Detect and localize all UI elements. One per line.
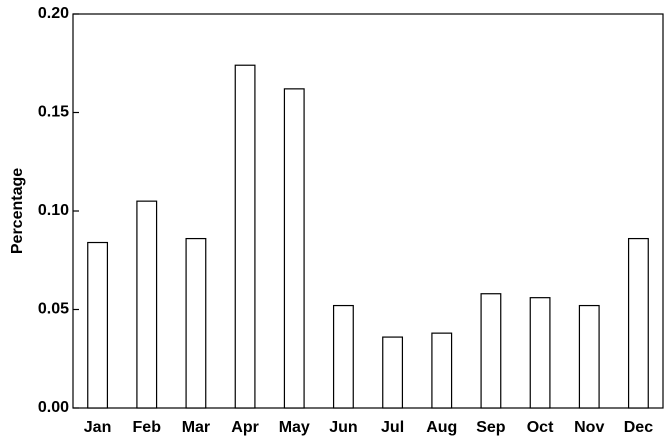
bar	[382, 336, 404, 409]
y-tick-label: 0.00	[38, 399, 69, 416]
bar	[87, 241, 109, 409]
x-tick-label: Mar	[182, 419, 210, 436]
bar	[480, 293, 502, 409]
bar	[185, 237, 207, 409]
x-tick-label: Dec	[624, 419, 653, 436]
bar	[578, 304, 600, 409]
y-axis-label: Percentage	[9, 168, 26, 254]
y-tick-label: 0.10	[38, 202, 69, 219]
plot-frame	[72, 13, 664, 409]
x-tick-label: Jun	[329, 419, 357, 436]
x-tick-label: Jan	[84, 419, 112, 436]
x-tick-label: Apr	[231, 419, 259, 436]
x-tick-label: Feb	[133, 419, 162, 436]
bar	[529, 297, 551, 409]
x-tick-label: May	[279, 419, 310, 436]
bar	[234, 64, 256, 409]
bar	[283, 88, 305, 409]
bar	[332, 304, 354, 409]
y-tick-label: 0.05	[38, 301, 69, 318]
y-tick-label: 0.15	[38, 104, 69, 121]
x-tick-label: Aug	[426, 419, 457, 436]
bar	[431, 332, 453, 409]
bar	[627, 237, 649, 409]
x-tick-label: Jul	[381, 419, 404, 436]
y-tick-label: 0.20	[38, 5, 69, 22]
bar	[136, 200, 158, 409]
x-tick-label: Oct	[527, 419, 554, 436]
x-tick-label: Nov	[574, 419, 604, 436]
x-tick-label: Sep	[476, 419, 506, 436]
